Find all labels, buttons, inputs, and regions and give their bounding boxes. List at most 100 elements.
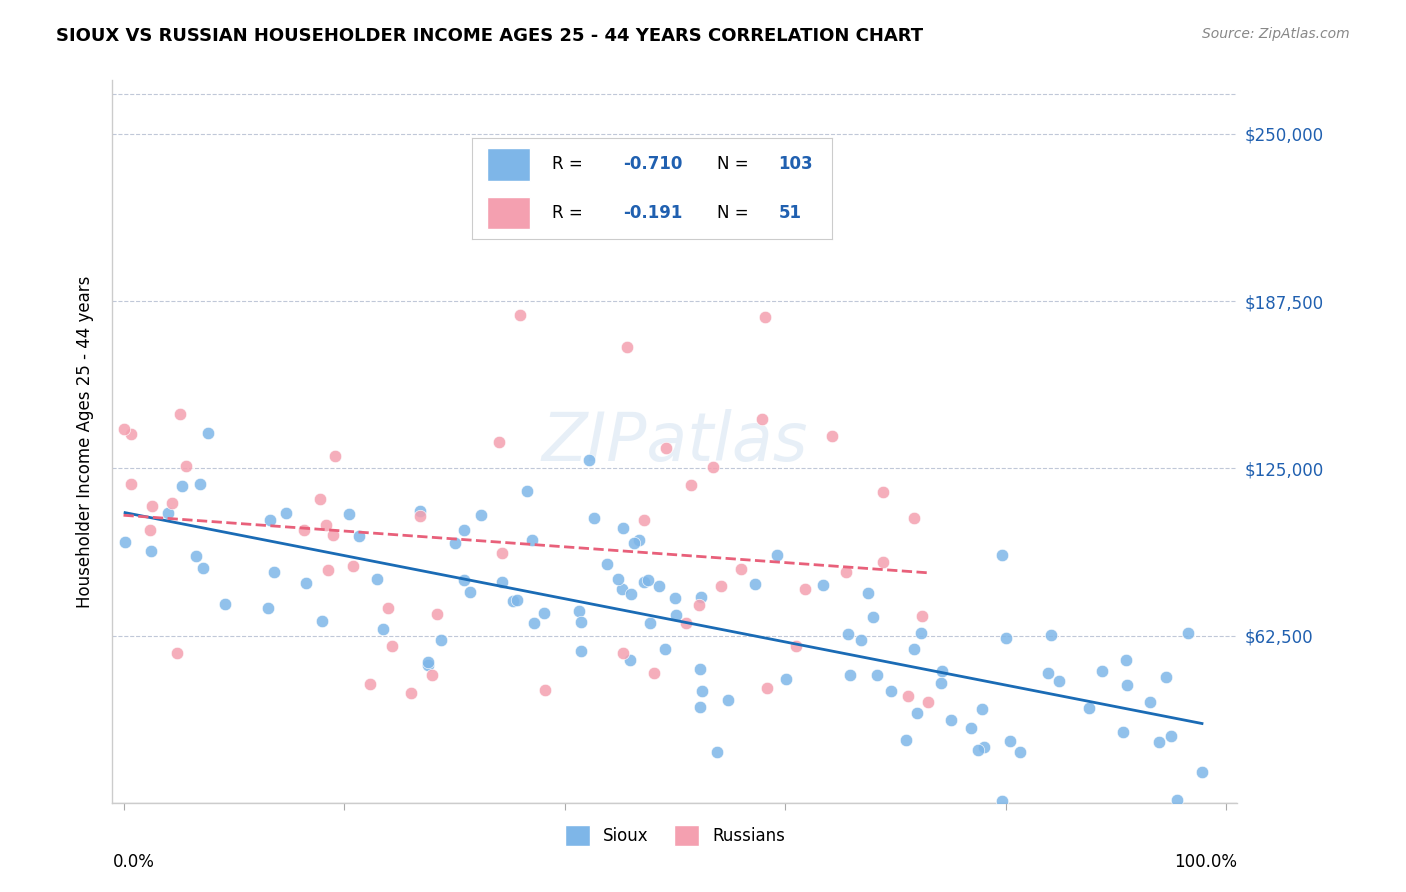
Sioux (596, 557, 619, 571)
Sioux (408, 504, 430, 518)
Russians (166, 646, 188, 660)
Russians (509, 309, 531, 323)
Sioux (458, 585, 481, 599)
Russians (794, 582, 817, 596)
Sioux (470, 508, 492, 523)
Sioux (172, 479, 194, 493)
Sioux (620, 587, 643, 601)
Sioux (1147, 735, 1170, 749)
Sioux (689, 700, 711, 714)
Sioux (689, 662, 711, 676)
Sioux (366, 572, 388, 586)
Russians (169, 407, 191, 421)
Sioux (744, 577, 766, 591)
Sioux (516, 483, 538, 498)
Sioux (214, 597, 236, 611)
Russians (821, 428, 844, 442)
Sioux (453, 573, 475, 587)
Text: ZIPatlas: ZIPatlas (541, 409, 808, 475)
Russians (702, 459, 724, 474)
Russians (292, 524, 315, 538)
Sioux (1078, 701, 1101, 715)
Sioux (274, 506, 297, 520)
Sioux (811, 578, 834, 592)
Russians (872, 556, 894, 570)
Russians (139, 523, 162, 537)
Sioux (502, 594, 524, 608)
Sioux (665, 608, 688, 623)
Russians (897, 689, 920, 703)
Sioux (197, 425, 219, 440)
Sioux (582, 510, 605, 524)
Sioux (578, 452, 600, 467)
Russians (675, 615, 697, 630)
Sioux (856, 586, 879, 600)
Sioux (418, 655, 440, 669)
Russians (679, 478, 702, 492)
Russians (160, 496, 183, 510)
Russians (315, 517, 337, 532)
Russians (911, 608, 934, 623)
Text: 100.0%: 100.0% (1174, 854, 1237, 871)
Russians (381, 640, 404, 654)
Sioux (263, 565, 285, 579)
Sioux (1091, 664, 1114, 678)
Sioux (967, 743, 990, 757)
Sioux (973, 740, 995, 755)
Sioux (931, 665, 953, 679)
Russians (785, 639, 807, 653)
Sioux (717, 693, 740, 707)
Sioux (837, 627, 859, 641)
Sioux (569, 644, 592, 658)
Russians (112, 422, 135, 436)
Russians (322, 527, 344, 541)
Text: 0.0%: 0.0% (112, 854, 155, 871)
Russians (533, 682, 555, 697)
Sioux (1040, 628, 1063, 642)
Sioux (157, 506, 180, 520)
Sioux (259, 513, 281, 527)
Russians (755, 681, 778, 695)
Russians (316, 563, 339, 577)
Sioux (430, 633, 453, 648)
Russians (488, 435, 510, 450)
Sioux (1115, 678, 1137, 692)
Sioux (633, 575, 655, 590)
Sioux (612, 521, 634, 535)
Sioux (637, 573, 659, 587)
Sioux (851, 633, 873, 648)
Russians (120, 427, 142, 442)
Sioux (865, 667, 887, 681)
Sioux (623, 536, 645, 550)
Sioux (606, 572, 628, 586)
Sioux (1047, 673, 1070, 688)
Sioux (1139, 695, 1161, 709)
Russians (655, 441, 678, 455)
Sioux (1166, 793, 1188, 807)
Russians (174, 459, 197, 474)
Russians (754, 310, 776, 324)
Sioux (689, 591, 711, 605)
Sioux (191, 561, 214, 575)
Sioux (995, 631, 1018, 645)
Sioux (295, 575, 318, 590)
Sioux (506, 592, 529, 607)
Sioux (568, 605, 591, 619)
Sioux (311, 614, 333, 628)
Russians (141, 499, 163, 513)
Sioux (1036, 665, 1059, 680)
Russians (409, 509, 432, 524)
Russians (377, 601, 399, 615)
Sioux (1115, 653, 1137, 667)
Sioux (569, 615, 592, 630)
Sioux (533, 606, 555, 620)
Sioux (664, 591, 686, 606)
Russians (616, 340, 638, 354)
Russians (120, 477, 142, 491)
Sioux (903, 642, 925, 657)
Russians (872, 485, 894, 500)
Russians (730, 562, 752, 576)
Sioux (990, 794, 1012, 808)
Sioux (905, 706, 928, 720)
Sioux (894, 732, 917, 747)
